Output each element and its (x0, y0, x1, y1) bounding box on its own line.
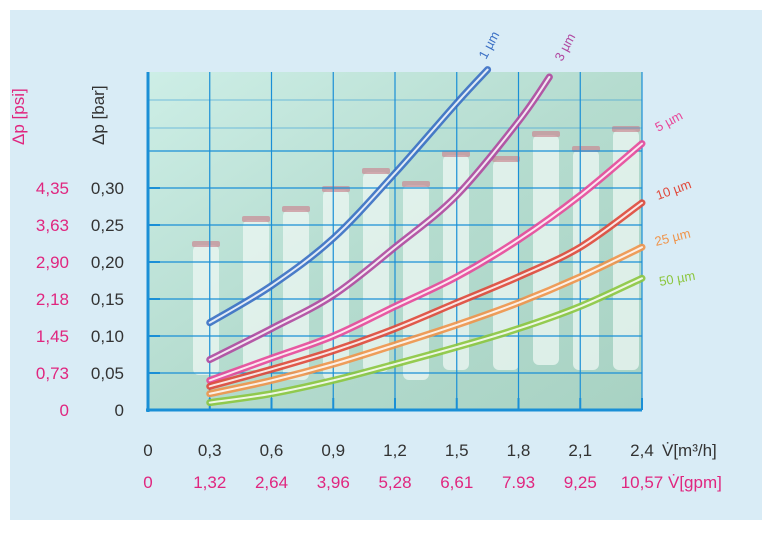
series-line-highlight (208, 246, 643, 395)
x-tick-label-m3h: 1,8 (507, 441, 531, 460)
series-line-highlight (208, 201, 643, 388)
cartridge-cap (362, 168, 390, 174)
x-tick-label-m3h: 2,4 (630, 441, 654, 460)
cartridge-cap (242, 216, 270, 222)
cartridge-cap (612, 126, 640, 132)
cartridge-shape (613, 130, 639, 370)
x-tick-label-gpm: 9,25 (564, 473, 597, 492)
x-tick-label-gpm: 1,32 (193, 473, 226, 492)
cartridge-cap (492, 156, 520, 162)
cartridge-shape (573, 150, 599, 370)
x-tick-label-m3h: 1,2 (383, 441, 407, 460)
series-line-highlight (208, 68, 489, 324)
cartridge-shape (493, 160, 519, 370)
x-tick-label-m3h: 2,1 (568, 441, 592, 460)
cartridge-cap (442, 151, 470, 157)
y-tick-label-bar: 0 (115, 401, 124, 420)
y-tick-label-psi: 0,73 (36, 364, 69, 383)
y-tick-label-bar: 0,05 (91, 364, 124, 383)
series-line-highlight (208, 142, 643, 382)
y-tick-label-psi: 0 (60, 401, 69, 420)
series-line-highlight (208, 76, 551, 361)
x-tick-label-gpm: 2,64 (255, 473, 288, 492)
y-tick-label-psi: 3,63 (36, 216, 69, 235)
x-tick-label-m3h: 0,3 (198, 441, 222, 460)
x-axis-label-gpm: V̇[gpm] (668, 473, 722, 492)
y-tick-label-bar: 0,15 (91, 290, 124, 309)
x-tick-label-m3h: 0 (143, 441, 152, 460)
x-tick-label-m3h: 0,9 (321, 441, 345, 460)
cartridge-shape (283, 210, 309, 380)
y-tick-label-psi: 4,35 (36, 179, 69, 198)
y-tick-label-bar: 0,20 (91, 253, 124, 272)
x-tick-label-gpm: 7.93 (502, 473, 535, 492)
y-axis-label-bar: Δp [bar] (89, 85, 108, 145)
x-tick-label-gpm: 5,28 (378, 473, 411, 492)
cartridge-shape (193, 245, 219, 375)
y-tick-label-psi: 2,90 (36, 253, 69, 272)
x-tick-label-m3h: 0,6 (260, 441, 284, 460)
x-tick-label-gpm: 6,61 (440, 473, 473, 492)
x-axis-label-m3h: V̇[m³/h] (662, 441, 717, 460)
series-label: 50 µm (658, 268, 696, 289)
y-tick-label-bar: 0,30 (91, 179, 124, 198)
x-tick-label-gpm: 10,57 (621, 473, 664, 492)
y-axis-label-psi: Δp [psi] (9, 88, 28, 145)
x-tick-label-gpm: 0 (143, 473, 152, 492)
y-tick-label-bar: 0,25 (91, 216, 124, 235)
cartridge-cap (322, 186, 350, 192)
cartridge-cap (282, 206, 310, 212)
cartridge-cap (192, 241, 220, 247)
x-tick-label-gpm: 3,96 (317, 473, 350, 492)
y-tick-label-bar: 0,10 (91, 327, 124, 346)
x-tick-label-m3h: 1,5 (445, 441, 469, 460)
y-tick-label-psi: 1,45 (36, 327, 69, 346)
tick-labels: 0 0 0,05 0,73 0,10 1,45 0,15 2,18 0,20 2,90 0,25 3,… (36, 179, 663, 492)
cartridge-shape (533, 135, 559, 365)
y-tick-label-psi: 2,18 (36, 290, 69, 309)
series-line-highlight (208, 277, 643, 404)
cartridge-cap (532, 131, 560, 137)
grid-lines (148, 72, 643, 410)
cartridge-shape (403, 185, 429, 380)
cartridge-cap (402, 181, 430, 187)
